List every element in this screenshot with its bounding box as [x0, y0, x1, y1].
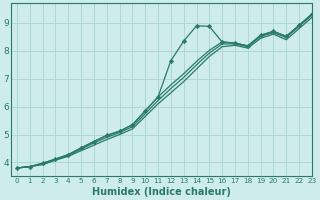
X-axis label: Humidex (Indice chaleur): Humidex (Indice chaleur)	[92, 187, 231, 197]
